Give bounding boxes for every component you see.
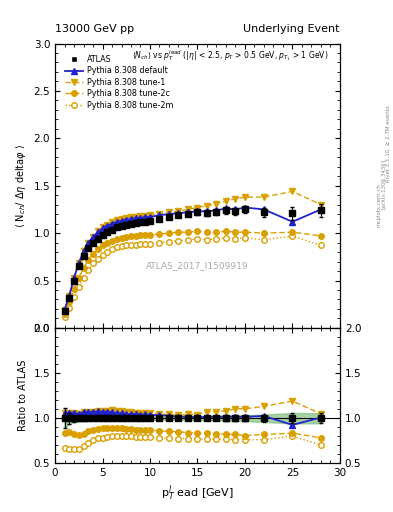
Y-axis label: $\langle$ N$_{ch}$/ $\Delta\eta$ delta$\varphi$ $\rangle$: $\langle$ N$_{ch}$/ $\Delta\eta$ delta$\… <box>14 144 28 228</box>
Legend: ATLAS, Pythia 8.308 default, Pythia 8.308 tune-1, Pythia 8.308 tune-2c, Pythia 8: ATLAS, Pythia 8.308 default, Pythia 8.30… <box>62 52 176 113</box>
Text: $\langle N_{ch}\rangle$ vs $p_T^{lead}$ ($|\eta|$ < 2.5, $p_T$ > 0.5 GeV, $p_{T_: $\langle N_{ch}\rangle$ vs $p_T^{lead}$ … <box>132 48 329 63</box>
Text: 13000 GeV pp: 13000 GeV pp <box>55 24 134 34</box>
X-axis label: p$_T^l$ ead [GeV]: p$_T^l$ ead [GeV] <box>161 484 234 503</box>
Text: Underlying Event: Underlying Event <box>243 24 340 34</box>
Text: [arXiv:1306.3436]: [arXiv:1306.3436] <box>381 159 386 209</box>
Text: Rivet 3.1.10, ≥ 2.7M events: Rivet 3.1.10, ≥ 2.7M events <box>386 105 391 182</box>
Text: ATLAS_2017_I1509919: ATLAS_2017_I1509919 <box>146 261 249 270</box>
Text: mcplots.cern.ch: mcplots.cern.ch <box>376 183 381 227</box>
Y-axis label: Ratio to ATLAS: Ratio to ATLAS <box>18 360 28 431</box>
